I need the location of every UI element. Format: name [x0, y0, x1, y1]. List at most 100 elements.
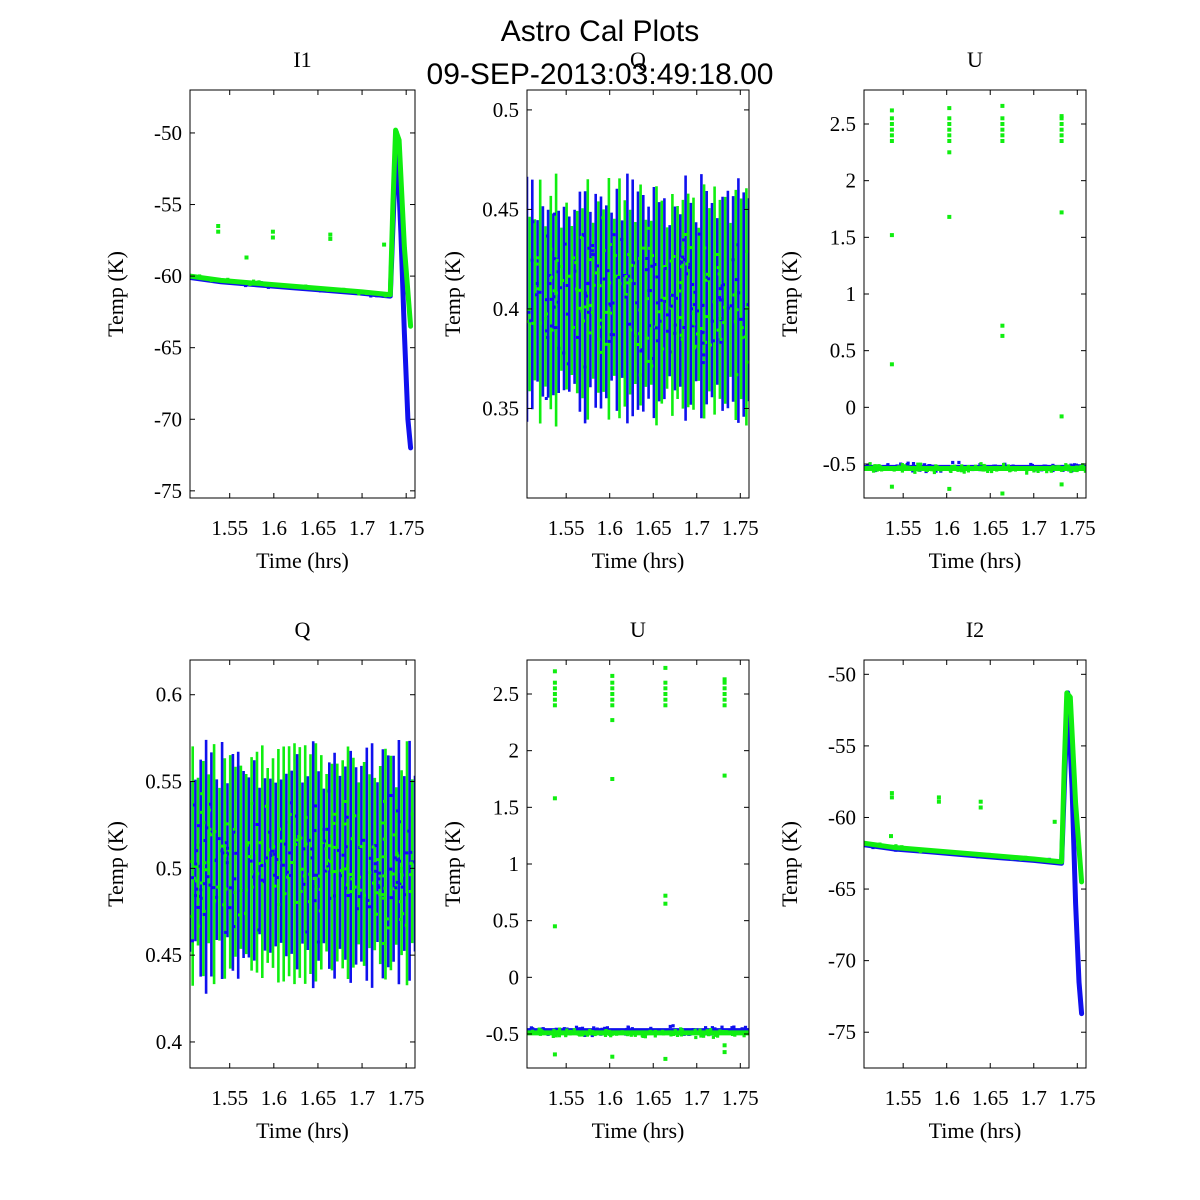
outlier-point [889, 133, 894, 138]
x-tick-label: 1.6 [934, 516, 960, 540]
scatter-point [710, 1026, 714, 1030]
band-point [191, 876, 194, 880]
scatter-point [600, 1027, 604, 1032]
band-point [376, 884, 380, 888]
band-point [566, 362, 570, 366]
band-point [658, 319, 662, 323]
scatter-point [1019, 857, 1023, 861]
band-point [304, 842, 308, 846]
band-point [624, 275, 628, 279]
scatter-point [974, 464, 978, 468]
y-tick-label: 0.5 [830, 339, 856, 363]
band-point [718, 296, 721, 300]
band-point [719, 340, 723, 344]
band-point [349, 890, 353, 894]
band-point [629, 328, 633, 332]
band-point [350, 837, 354, 841]
y-tick-label: 0.4 [493, 297, 520, 321]
scatter-point [721, 1030, 725, 1034]
band-point [307, 838, 311, 842]
plot-area [527, 665, 749, 1061]
scatter-point [1029, 462, 1033, 467]
scatter-point [603, 1026, 607, 1030]
band-point [655, 275, 659, 279]
scatter-point [597, 1031, 601, 1035]
scatter-point [930, 468, 934, 472]
scatter-point [904, 465, 908, 469]
band-point [703, 246, 707, 250]
x-tick-label: 1.65 [300, 516, 337, 540]
scatter-point [733, 1033, 737, 1037]
band-point [673, 331, 677, 335]
scatter-point [600, 1032, 604, 1036]
band-point [648, 289, 652, 293]
x-tick-label: 1.6 [261, 1086, 287, 1110]
band-point [385, 917, 389, 921]
band-point [375, 912, 378, 916]
scatter-point [668, 1030, 672, 1034]
outlier-point [1000, 127, 1005, 132]
y-tick-label: -70 [828, 949, 856, 973]
band-point [602, 277, 606, 281]
band-point [393, 856, 397, 860]
band-point [747, 360, 749, 364]
scatter-point [626, 1033, 630, 1037]
band-point [626, 281, 630, 285]
scatter-point [621, 1030, 625, 1034]
band-point [634, 334, 638, 338]
band-point [589, 258, 593, 262]
band-point [225, 822, 229, 826]
band-point [638, 332, 642, 336]
scatter-point [366, 290, 371, 295]
x-tick-label: 1.7 [684, 1086, 710, 1110]
band-point [598, 284, 602, 288]
scatter-point [569, 1029, 573, 1034]
y-axis-label: Temp (K) [440, 821, 465, 907]
scatter-point [905, 463, 909, 467]
band-point [669, 259, 673, 263]
band-point [663, 267, 667, 270]
band-point [202, 909, 206, 913]
band-point [678, 289, 682, 293]
scatter-point [1059, 468, 1064, 472]
band-point [685, 272, 688, 276]
band-point [680, 265, 684, 269]
scatter-point [699, 1034, 703, 1038]
scatter-point [198, 274, 202, 278]
band-point [588, 303, 592, 307]
band-point [381, 821, 385, 825]
band-point [344, 845, 348, 849]
band-point [203, 839, 207, 842]
scatter-point [580, 1026, 585, 1030]
scatter-point [615, 1032, 619, 1036]
x-tick-label: 1.7 [684, 516, 710, 540]
scatter-point [636, 1030, 641, 1035]
band-point [632, 261, 635, 265]
scatter-point [1064, 463, 1068, 467]
band-point [398, 859, 401, 863]
band-point [580, 309, 584, 313]
band-point [535, 293, 538, 297]
band-point [620, 237, 624, 241]
band-point [731, 258, 735, 262]
outlier-point [1000, 103, 1005, 108]
scatter-point [938, 467, 942, 471]
outlier-point [610, 697, 615, 702]
band-point [719, 337, 723, 341]
band-point [604, 310, 608, 314]
scatter-point [986, 469, 990, 473]
band-point [740, 336, 744, 340]
band-point [591, 244, 595, 247]
y-tick-label: -75 [828, 1020, 856, 1044]
band-point [669, 306, 673, 310]
x-axis-label: Time (hrs) [256, 548, 349, 573]
subplot-6: -75 -70 -65 -60 -55 -50 1.55 1.6 1.65 1.7 1.75 I2 Ti… [777, 617, 1096, 1143]
y-tick-label: -60 [828, 805, 856, 829]
outlier-point [663, 680, 668, 685]
scatter-point [661, 1030, 665, 1034]
band-point [572, 256, 576, 260]
band-point [669, 304, 673, 308]
band-point [200, 810, 204, 814]
band-point [232, 830, 236, 834]
